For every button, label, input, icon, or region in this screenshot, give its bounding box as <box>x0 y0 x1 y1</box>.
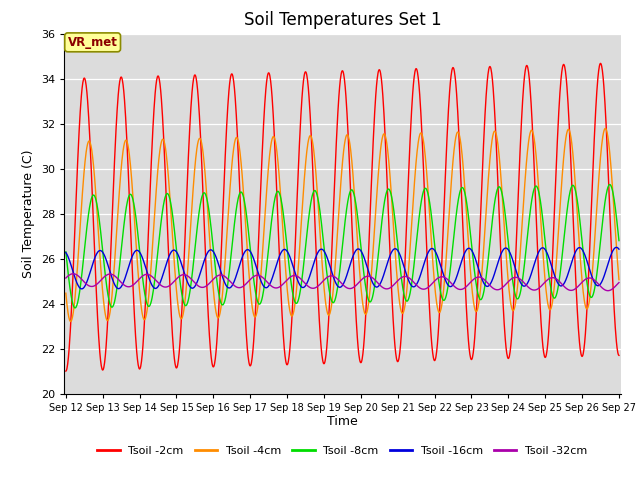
Legend: Tsoil -2cm, Tsoil -4cm, Tsoil -8cm, Tsoil -16cm, Tsoil -32cm: Tsoil -2cm, Tsoil -4cm, Tsoil -8cm, Tsoi… <box>93 441 592 460</box>
Tsoil -8cm <box>128 192 136 198</box>
Tsoil -4cm <box>602 126 609 132</box>
X-axis label: Time: Time <box>327 415 358 429</box>
Tsoil -32cm <box>377 283 385 289</box>
Tsoil -32cm <box>128 283 136 289</box>
Tsoil -2cm <box>105 299 113 304</box>
Tsoil -32cm <box>319 279 326 285</box>
Tsoil -16cm <box>319 247 326 252</box>
Title: Soil Temperatures Set 1: Soil Temperatures Set 1 <box>244 11 441 29</box>
Line: Tsoil -32cm: Tsoil -32cm <box>66 274 619 291</box>
Tsoil -16cm <box>105 265 113 271</box>
Tsoil -2cm <box>308 148 316 154</box>
Line: Tsoil -16cm: Tsoil -16cm <box>66 247 619 289</box>
Tsoil -32cm <box>62 275 70 281</box>
Tsoil -2cm <box>377 71 385 76</box>
Tsoil -4cm <box>308 138 316 144</box>
Tsoil -4cm <box>105 315 113 321</box>
Tsoil -32cm <box>69 271 77 276</box>
Tsoil -4cm <box>297 226 305 232</box>
Tsoil -8cm <box>606 181 614 187</box>
Tsoil -4cm <box>62 290 70 296</box>
Tsoil -8cm <box>62 249 70 255</box>
Y-axis label: Soil Temperature (C): Soil Temperature (C) <box>22 149 35 278</box>
Text: VR_met: VR_met <box>68 36 118 49</box>
Tsoil -32cm <box>604 288 612 294</box>
Tsoil -16cm <box>308 265 316 271</box>
Tsoil -4cm <box>67 319 74 324</box>
Tsoil -8cm <box>319 228 326 234</box>
Tsoil -16cm <box>128 255 136 261</box>
Tsoil -16cm <box>612 244 620 250</box>
Tsoil -4cm <box>615 277 623 283</box>
Tsoil -16cm <box>78 286 86 292</box>
Tsoil -4cm <box>128 175 136 180</box>
Tsoil -16cm <box>297 284 305 289</box>
Tsoil -32cm <box>615 280 623 286</box>
Tsoil -32cm <box>308 286 316 291</box>
Tsoil -16cm <box>377 279 385 285</box>
Line: Tsoil -2cm: Tsoil -2cm <box>66 63 619 371</box>
Tsoil -8cm <box>615 238 623 243</box>
Tsoil -16cm <box>62 250 70 255</box>
Tsoil -16cm <box>615 246 623 252</box>
Tsoil -32cm <box>297 276 305 282</box>
Tsoil -2cm <box>62 368 70 374</box>
Tsoil -2cm <box>127 240 135 245</box>
Tsoil -4cm <box>377 144 385 149</box>
Tsoil -4cm <box>319 263 326 269</box>
Tsoil -8cm <box>297 284 305 290</box>
Tsoil -2cm <box>596 60 604 66</box>
Tsoil -8cm <box>308 192 316 198</box>
Tsoil -2cm <box>615 352 623 358</box>
Tsoil -8cm <box>105 298 113 303</box>
Tsoil -2cm <box>297 119 305 125</box>
Tsoil -2cm <box>318 352 326 358</box>
Tsoil -32cm <box>105 271 113 277</box>
Tsoil -8cm <box>71 305 79 311</box>
Line: Tsoil -8cm: Tsoil -8cm <box>66 184 619 308</box>
Line: Tsoil -4cm: Tsoil -4cm <box>66 129 619 322</box>
Tsoil -8cm <box>377 227 385 232</box>
